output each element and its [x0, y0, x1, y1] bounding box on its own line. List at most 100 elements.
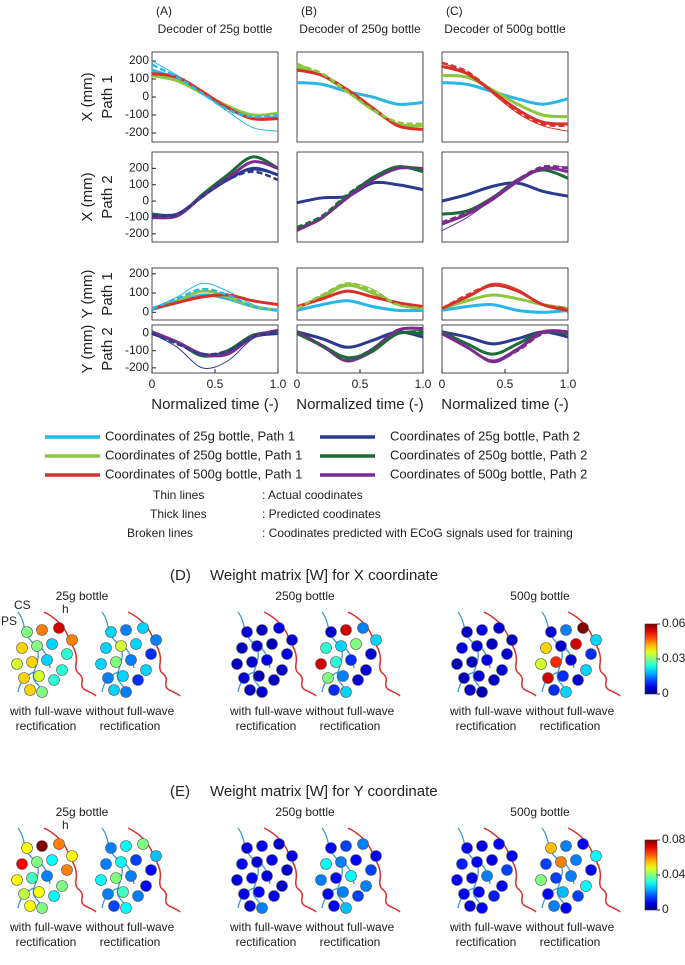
plot-frame [296, 151, 424, 243]
electrode [125, 870, 137, 882]
electrode [464, 684, 476, 696]
electrode [102, 672, 114, 684]
electrode [120, 686, 132, 698]
electrode [56, 664, 68, 676]
electrode [365, 648, 377, 660]
electrode [540, 858, 552, 870]
map-caption: rectification [540, 719, 601, 733]
brain-map [231, 611, 317, 698]
electrode [18, 672, 30, 684]
series-line [441, 164, 569, 224]
electrode [506, 634, 518, 646]
electrode [535, 874, 547, 886]
colorbar-label: 0.04 [662, 867, 685, 881]
electrode [105, 842, 117, 854]
electrode [31, 856, 43, 868]
electrode [340, 902, 352, 914]
x-tick-label: 0 [439, 377, 446, 391]
electrode [238, 888, 250, 900]
electrode [31, 640, 43, 652]
y-tick-label: 100 [129, 71, 149, 85]
electrode [268, 674, 280, 686]
electrode [565, 654, 577, 666]
series-line [441, 181, 569, 203]
electrode [473, 670, 485, 682]
series-line [296, 326, 424, 363]
note-term: Broken lines [127, 526, 193, 540]
series-line [441, 61, 569, 128]
map-caption: rectification [540, 935, 601, 949]
map-caption: without full-wave [305, 704, 395, 718]
electrode [320, 642, 332, 654]
electrode [41, 654, 53, 666]
electrode [557, 886, 569, 898]
electrode [231, 874, 243, 886]
electrode [117, 670, 129, 682]
electrode [16, 858, 28, 870]
electrode [11, 658, 23, 670]
electrode [456, 642, 468, 654]
electrode [100, 858, 112, 870]
legend-label: Coordinates of 500g bottle, Path 1 [105, 466, 302, 481]
series-line [151, 68, 279, 121]
colorbar-label: 0.03 [662, 651, 685, 665]
figure-title: Weight matrix [W] for X coordinate [210, 567, 438, 584]
electrode [150, 634, 162, 646]
row-label: Path 2 [99, 175, 116, 218]
electrode [33, 670, 45, 682]
electrode [590, 634, 602, 646]
column-title: Decoder of 500g bottle [444, 22, 566, 36]
note-desc: : Coodinates predicted with ECoG signals… [262, 526, 573, 540]
electrode [276, 880, 288, 892]
y-tick-label: 0 [142, 89, 149, 103]
electrode [496, 880, 508, 892]
y-tick-label: 100 [129, 285, 149, 299]
brain-map [315, 827, 401, 914]
electrode [56, 880, 68, 892]
electrode [322, 888, 334, 900]
x-tick-label: 0.5 [207, 377, 224, 391]
map-caption: rectification [456, 935, 517, 949]
electrode [24, 684, 36, 696]
figure-letter: (E) [170, 783, 190, 800]
plot-frame [441, 151, 569, 243]
electrode [132, 674, 144, 686]
electrode [330, 656, 342, 668]
series-line [151, 170, 279, 218]
electrode [21, 842, 33, 854]
electrode [471, 640, 483, 652]
y-tick-label: -100 [125, 343, 149, 357]
map-caption: rectification [16, 719, 77, 733]
electrode [33, 886, 45, 898]
electrode [115, 856, 127, 868]
electrode [36, 902, 48, 914]
electrode [458, 672, 470, 684]
electrode [238, 672, 250, 684]
x-tick-label: 0.5 [352, 377, 369, 391]
brain-map [315, 611, 401, 698]
electrode [357, 838, 369, 850]
brain-map [451, 827, 537, 914]
electrode [451, 658, 463, 670]
series-line [441, 329, 569, 363]
electrode [560, 840, 572, 852]
bottle-label: 25g bottle [56, 805, 109, 819]
series-line [296, 289, 424, 309]
electrode [21, 626, 33, 638]
electrode [352, 890, 364, 902]
y-axis-label: X (mm) [79, 172, 96, 221]
electrode [548, 900, 560, 912]
electrode [555, 856, 567, 868]
map-caption: without full-wave [305, 920, 395, 934]
electrode [41, 870, 53, 882]
y-axis-label: X (mm) [79, 72, 96, 121]
series-line [296, 64, 424, 128]
electrode [137, 622, 149, 634]
electrode [340, 686, 352, 698]
electrode [577, 838, 589, 850]
electrode [36, 840, 48, 852]
electrode [273, 838, 285, 850]
electrode [256, 840, 268, 852]
legend-label: Coordinates of 250g bottle, Path 1 [105, 447, 302, 462]
